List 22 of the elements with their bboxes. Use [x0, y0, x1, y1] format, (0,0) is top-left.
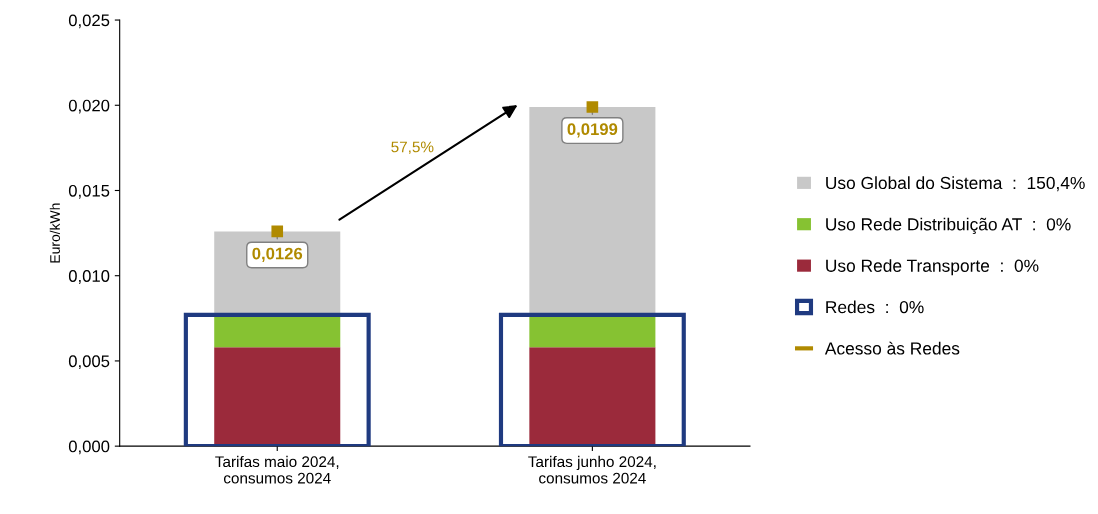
y-tick-label: 0,010: [68, 270, 110, 284]
y-tick-label: 0,005: [68, 355, 110, 370]
y-axis-title: Euro/kWh: [49, 203, 60, 263]
y-tick-label: 0,000: [68, 440, 110, 455]
annotation: 57,5%: [391, 141, 434, 155]
y-tick-label: 0,020: [68, 99, 110, 114]
data-label: 0,0126: [252, 247, 303, 262]
legend-label: Uso Global do Sistema : 150,4%: [826, 176, 1085, 192]
bar: [529, 106, 656, 315]
legend-label: Acesso às Redes: [824, 341, 960, 355]
x-tick-label: Tarifas maio 2024, consumos 2024: [215, 455, 339, 484]
bar: [214, 347, 341, 447]
bar: [529, 347, 656, 447]
y-tick-label: 0,025: [68, 14, 110, 29]
legend-label: Uso Rede Distribuição AT : 0%: [826, 217, 1071, 234]
legend-label: Uso Rede Transporte : 0%: [826, 259, 1039, 276]
bar: [214, 314, 341, 348]
legend-label: Redes : 0%: [826, 300, 924, 314]
x-tick-label: Tarifas junho 2024, consumos 2024: [528, 455, 656, 484]
y-tick-label: 0,015: [68, 184, 110, 199]
bar: [529, 314, 656, 348]
data-label: 0,0199: [567, 123, 618, 138]
